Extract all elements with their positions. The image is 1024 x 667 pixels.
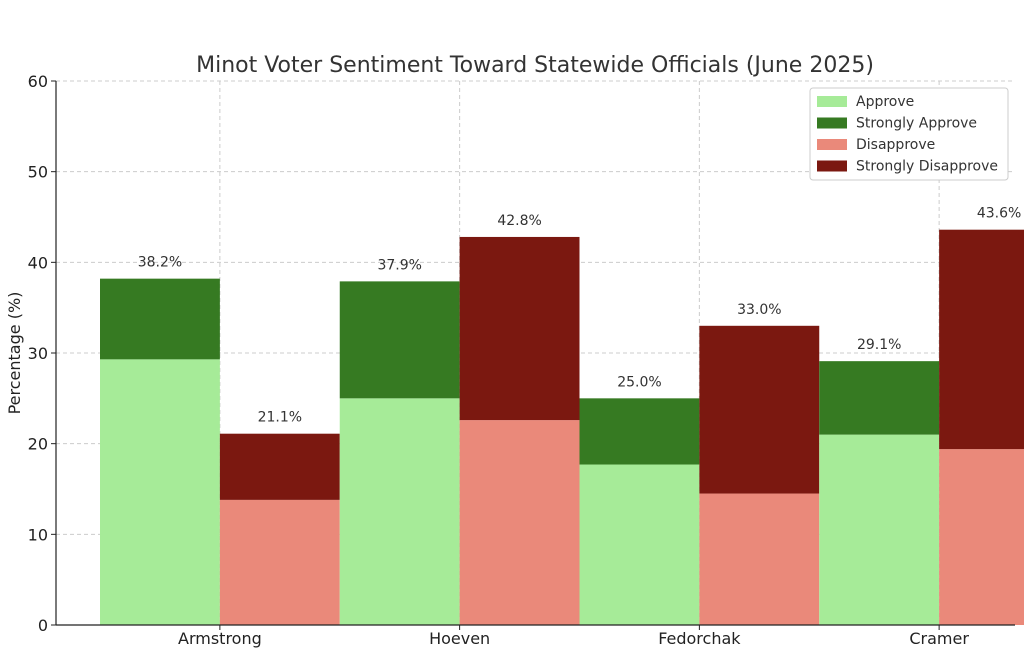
legend-box: [809, 87, 1009, 181]
legend-swatch-disapprove: [817, 139, 847, 150]
legend-label-disapprove: Disapprove: [856, 137, 935, 153]
x-tick-label: Hoeven: [429, 629, 490, 648]
bar-strongly-approve-cramer: [819, 361, 940, 435]
legend-label-approve: Approve: [856, 94, 914, 110]
label-layer: 38.2% 21.1% 37.9% 42.8% 25.0% 33.0% 29.1% 43.6%: [138, 206, 1022, 426]
y-tick-label: 40: [28, 253, 48, 272]
bar-strongly-approve-fedorchak: [579, 398, 700, 465]
bar-disapprove-cramer: [939, 449, 1024, 625]
bar-approve-cramer: [819, 434, 940, 625]
total-label-approval-armstrong: 38.2%: [138, 255, 182, 271]
legend-swatch-strongly-disapprove: [817, 160, 847, 172]
bar-disapprove-hoeven: [459, 420, 580, 625]
total-label-approval-cramer: 29.1%: [857, 337, 901, 353]
bar-approve-hoeven: [339, 398, 460, 625]
x-tick-label: Fedorchak: [658, 629, 741, 648]
legend-swatch-strongly-approve: [817, 117, 847, 129]
legend: Approve Strongly Approve Disapprove Strongl…: [809, 87, 1009, 181]
bar-strongly-approve-hoeven: [339, 281, 460, 399]
bar-disapprove-armstrong: [219, 499, 340, 625]
y-tick-label: 0: [38, 616, 48, 635]
bar-approve-fedorchak: [579, 464, 700, 625]
legend-swatch-approve: [817, 96, 847, 107]
x-tick-label: Cramer: [909, 629, 969, 648]
bar-strongly-disapprove-cramer: [939, 229, 1024, 450]
y-tick-label: 20: [28, 435, 48, 454]
bar-strongly-disapprove-armstrong: [219, 433, 340, 500]
y-axis-label: Percentage (%): [5, 292, 24, 415]
bar-layer: [100, 229, 1024, 625]
x-tick-label: Armstrong: [178, 629, 262, 648]
total-label-disapproval-hoeven: 42.8%: [497, 213, 541, 229]
y-tick-label: 60: [28, 72, 48, 91]
y-tick-label: 50: [28, 163, 48, 182]
legend-label-strongly-approve: Strongly Approve: [856, 116, 977, 132]
total-label-disapproval-cramer: 43.6%: [977, 206, 1021, 222]
legend-label-strongly-disapprove: Strongly Disapprove: [856, 159, 998, 175]
total-label-approval-fedorchak: 25.0%: [617, 374, 661, 390]
bar-disapprove-fedorchak: [699, 493, 820, 625]
bar-strongly-disapprove-fedorchak: [699, 325, 820, 494]
total-label-disapproval-armstrong: 21.1%: [258, 410, 302, 426]
bar-strongly-approve-armstrong: [100, 278, 220, 360]
total-label-approval-hoeven: 37.9%: [377, 257, 421, 273]
y-tick-label: 10: [28, 525, 48, 544]
chart-title: Minot Voter Sentiment Toward Statewide O…: [196, 53, 874, 78]
total-label-disapproval-fedorchak: 33.0%: [737, 302, 781, 318]
tick-layer: 0 10 20 30 40 50 60 Armstrong Hoeven Fedorchak Cra…: [28, 72, 970, 648]
bar-approve-armstrong: [100, 359, 220, 625]
bar-strongly-disapprove-hoeven: [459, 236, 580, 421]
y-tick-label: 30: [28, 344, 48, 363]
